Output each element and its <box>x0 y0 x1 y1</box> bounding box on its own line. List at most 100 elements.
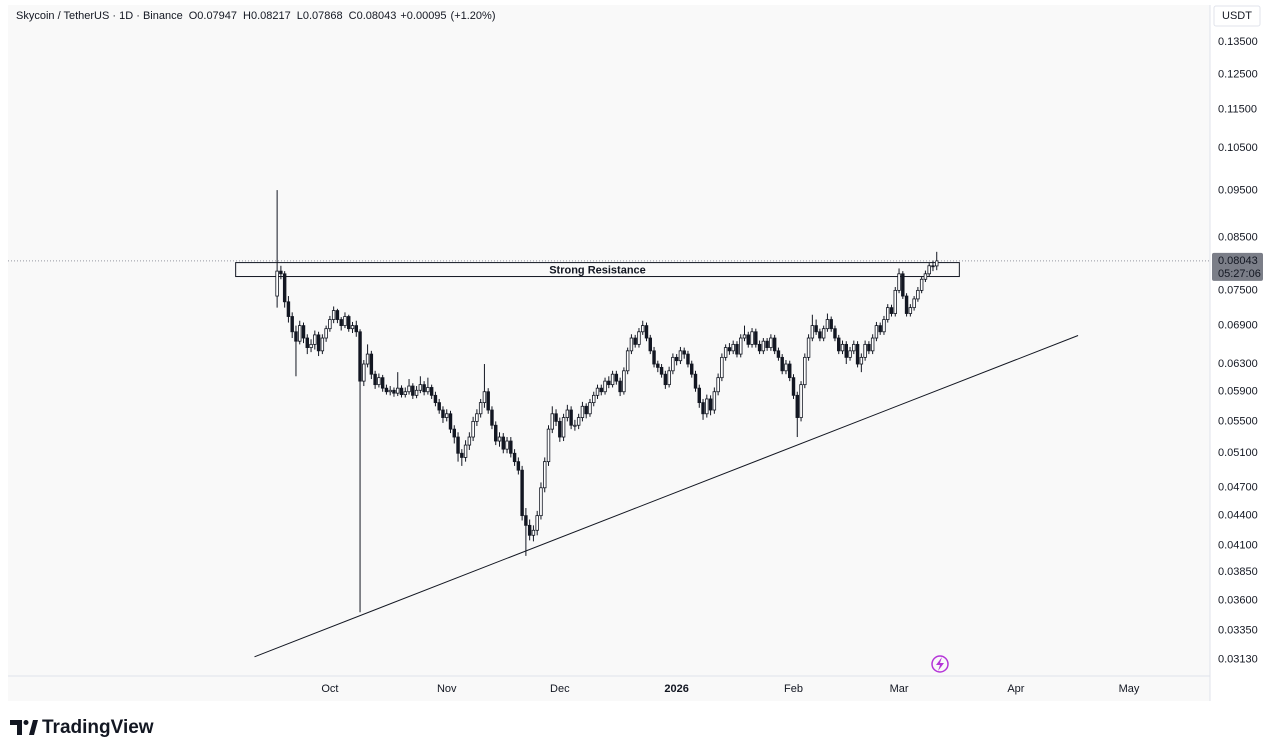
x-tick-label: Nov <box>437 683 457 695</box>
last-price: 0.08043 <box>1218 255 1258 267</box>
candle-body <box>396 387 400 394</box>
candle-body <box>806 337 811 358</box>
candle-body <box>422 384 426 393</box>
y-tick-label: 0.03350 <box>1218 625 1258 637</box>
x-tick-label: Feb <box>784 683 803 695</box>
y-tick-label: 0.05900 <box>1218 386 1258 398</box>
candle-body <box>392 389 396 394</box>
y-tick-label: 0.06300 <box>1218 358 1258 370</box>
candle-body <box>595 387 600 396</box>
candle-body <box>697 387 701 404</box>
candle-body <box>765 340 769 348</box>
y-tick-label: 0.09500 <box>1218 184 1258 196</box>
flash-icon[interactable] <box>931 655 949 673</box>
candle-body <box>339 319 343 327</box>
candle-body <box>803 356 807 386</box>
candle-body <box>840 343 845 352</box>
candle-body <box>742 334 747 339</box>
candle-body <box>667 370 671 386</box>
candle-body <box>916 289 920 300</box>
candle-body <box>927 265 931 275</box>
candle-body <box>603 380 607 393</box>
resistance-label: Strong Resistance <box>549 264 646 276</box>
candle-body <box>275 270 279 297</box>
flash-ring[interactable] <box>931 655 949 673</box>
candle-body <box>656 363 660 368</box>
y-tick-label: 0.10500 <box>1218 142 1258 154</box>
ohlc-value: 0.08043 <box>357 10 397 22</box>
candle-body <box>867 343 871 352</box>
candle-body <box>452 428 456 438</box>
candle-body <box>859 356 864 365</box>
candle-body <box>463 444 468 458</box>
candle-body <box>776 350 781 358</box>
candle-body <box>923 273 928 280</box>
candle-body <box>365 353 370 365</box>
candle-body <box>931 265 935 268</box>
y-tick-label: 0.03600 <box>1218 594 1258 606</box>
candle-body <box>354 325 358 333</box>
candle-body <box>629 337 634 352</box>
candle-body <box>863 343 867 358</box>
candle-body <box>388 389 392 393</box>
currency-button[interactable] <box>1213 5 1261 27</box>
candle-body <box>727 347 732 352</box>
flash-bolt[interactable] <box>936 657 944 671</box>
candle-body <box>810 325 815 339</box>
candle-body <box>373 373 377 386</box>
candle-body <box>686 353 690 365</box>
candle-body <box>874 325 879 339</box>
candle-body <box>904 295 909 314</box>
candle-body <box>403 391 407 396</box>
candle-body <box>919 278 924 291</box>
candle-body <box>663 373 668 386</box>
candle-body <box>494 424 498 442</box>
candle-body <box>478 402 483 415</box>
candle-body <box>592 394 596 404</box>
candle-body <box>912 298 916 309</box>
change-pct: (+1.20%) <box>451 10 496 22</box>
candle-body <box>448 413 453 430</box>
candle-body <box>471 420 475 438</box>
candle-body <box>659 366 664 375</box>
candle-body <box>305 337 309 348</box>
candle-body <box>543 461 547 489</box>
y-tick-label: 0.04400 <box>1218 510 1258 522</box>
candle-body <box>282 273 287 303</box>
candle-body <box>750 331 754 345</box>
candle-body <box>825 319 830 330</box>
candle-body <box>886 307 890 320</box>
time-axis <box>8 676 1210 701</box>
candle-body <box>648 337 652 352</box>
candle-body <box>610 373 615 386</box>
candle-body <box>399 387 404 396</box>
candle-body <box>290 316 294 333</box>
y-tick-label: 0.13500 <box>1218 36 1258 48</box>
candle-body <box>708 398 713 411</box>
candle-body <box>618 380 622 393</box>
currency[interactable]: USDT <box>1222 10 1252 22</box>
candle-body <box>893 289 897 314</box>
candle-body <box>279 270 283 275</box>
candle-body <box>441 409 445 418</box>
candle-body <box>377 377 381 386</box>
candle-body <box>331 310 336 320</box>
y-tick-label: 0.05100 <box>1218 447 1258 459</box>
candle-body <box>565 409 570 418</box>
candle-body <box>772 337 777 352</box>
candle-body <box>467 436 472 446</box>
candle-body <box>739 337 743 355</box>
candle-body <box>414 389 419 396</box>
candle-body <box>524 515 528 526</box>
candle-body <box>878 325 882 333</box>
last-price-box <box>1212 252 1263 281</box>
candle-body <box>301 325 306 339</box>
candle-body <box>814 325 818 333</box>
candle-body <box>512 452 517 463</box>
x-tick-label: 2026 <box>664 683 688 695</box>
y-tick-label: 0.12500 <box>1218 69 1258 81</box>
candle-body <box>641 325 645 333</box>
candle-body <box>795 394 799 418</box>
y-tick-label: 0.06900 <box>1218 320 1258 332</box>
candle-body <box>674 356 679 362</box>
